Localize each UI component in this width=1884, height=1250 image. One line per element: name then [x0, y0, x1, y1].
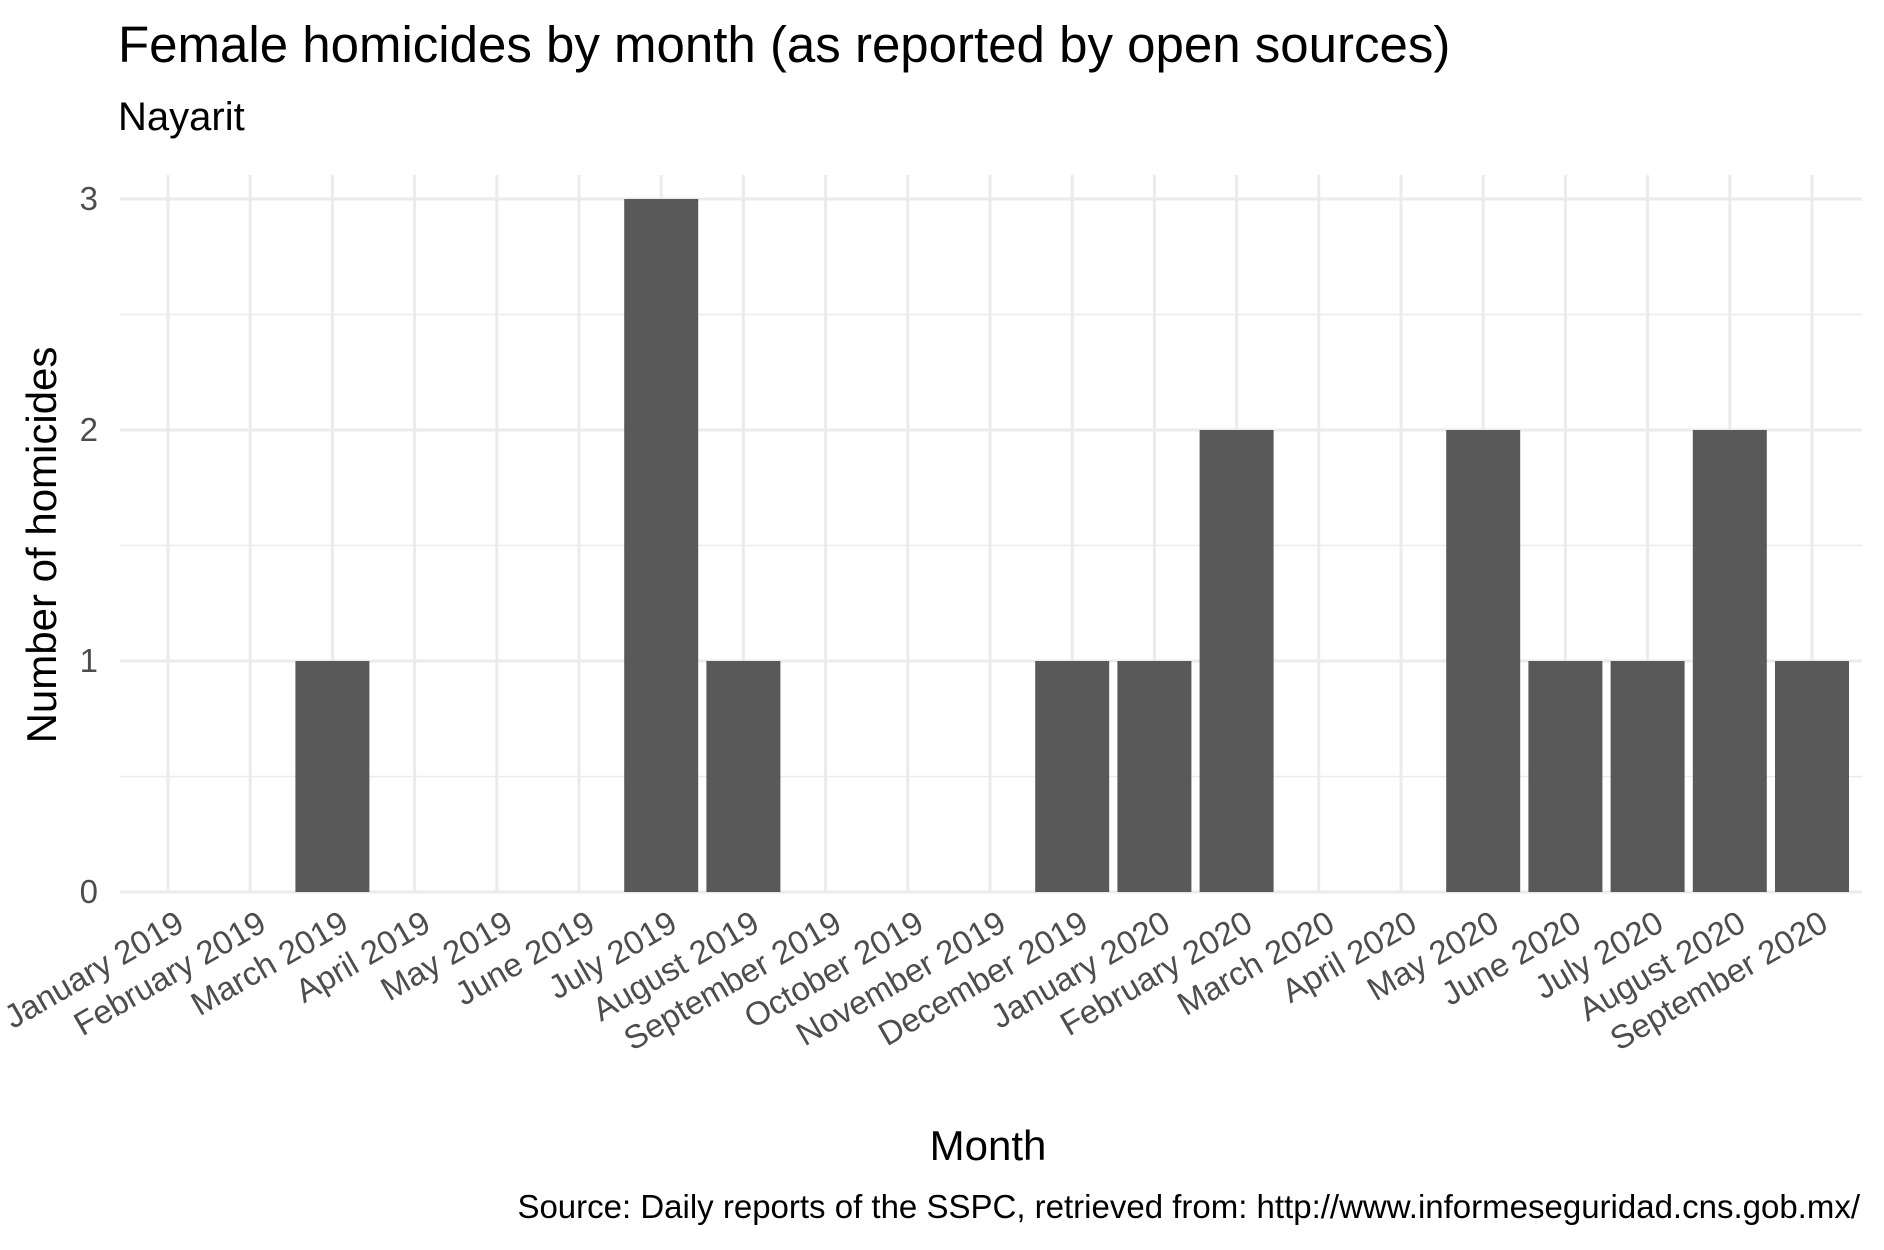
- bar: [624, 199, 699, 892]
- bar: [706, 661, 781, 892]
- bar: [1199, 430, 1274, 892]
- chart-subtitle: Nayarit: [118, 95, 245, 139]
- chart-caption: Source: Daily reports of the SSPC, retri…: [517, 1188, 1860, 1225]
- bar: [1775, 661, 1849, 892]
- bar: [1117, 661, 1192, 892]
- bar: [1692, 430, 1767, 892]
- bars: [295, 199, 1849, 892]
- y-axis-ticks: 0 1 2 3: [80, 180, 98, 910]
- bar: [1528, 661, 1603, 892]
- bar: [1446, 430, 1521, 892]
- bar: [1610, 661, 1685, 892]
- y-tick-label: 3: [80, 180, 98, 217]
- y-tick-label: 0: [80, 873, 98, 910]
- y-axis-label: Number of homicides: [18, 347, 65, 744]
- y-tick-label: 1: [80, 642, 98, 679]
- bar: [1035, 661, 1110, 892]
- chart-title: Female homicides by month (as reported b…: [118, 16, 1450, 73]
- y-tick-label: 2: [80, 411, 98, 448]
- bar: [295, 661, 370, 892]
- x-axis-label: Month: [930, 1122, 1047, 1169]
